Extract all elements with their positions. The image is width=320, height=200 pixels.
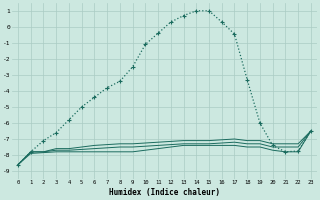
X-axis label: Humidex (Indice chaleur): Humidex (Indice chaleur) [109,188,220,197]
